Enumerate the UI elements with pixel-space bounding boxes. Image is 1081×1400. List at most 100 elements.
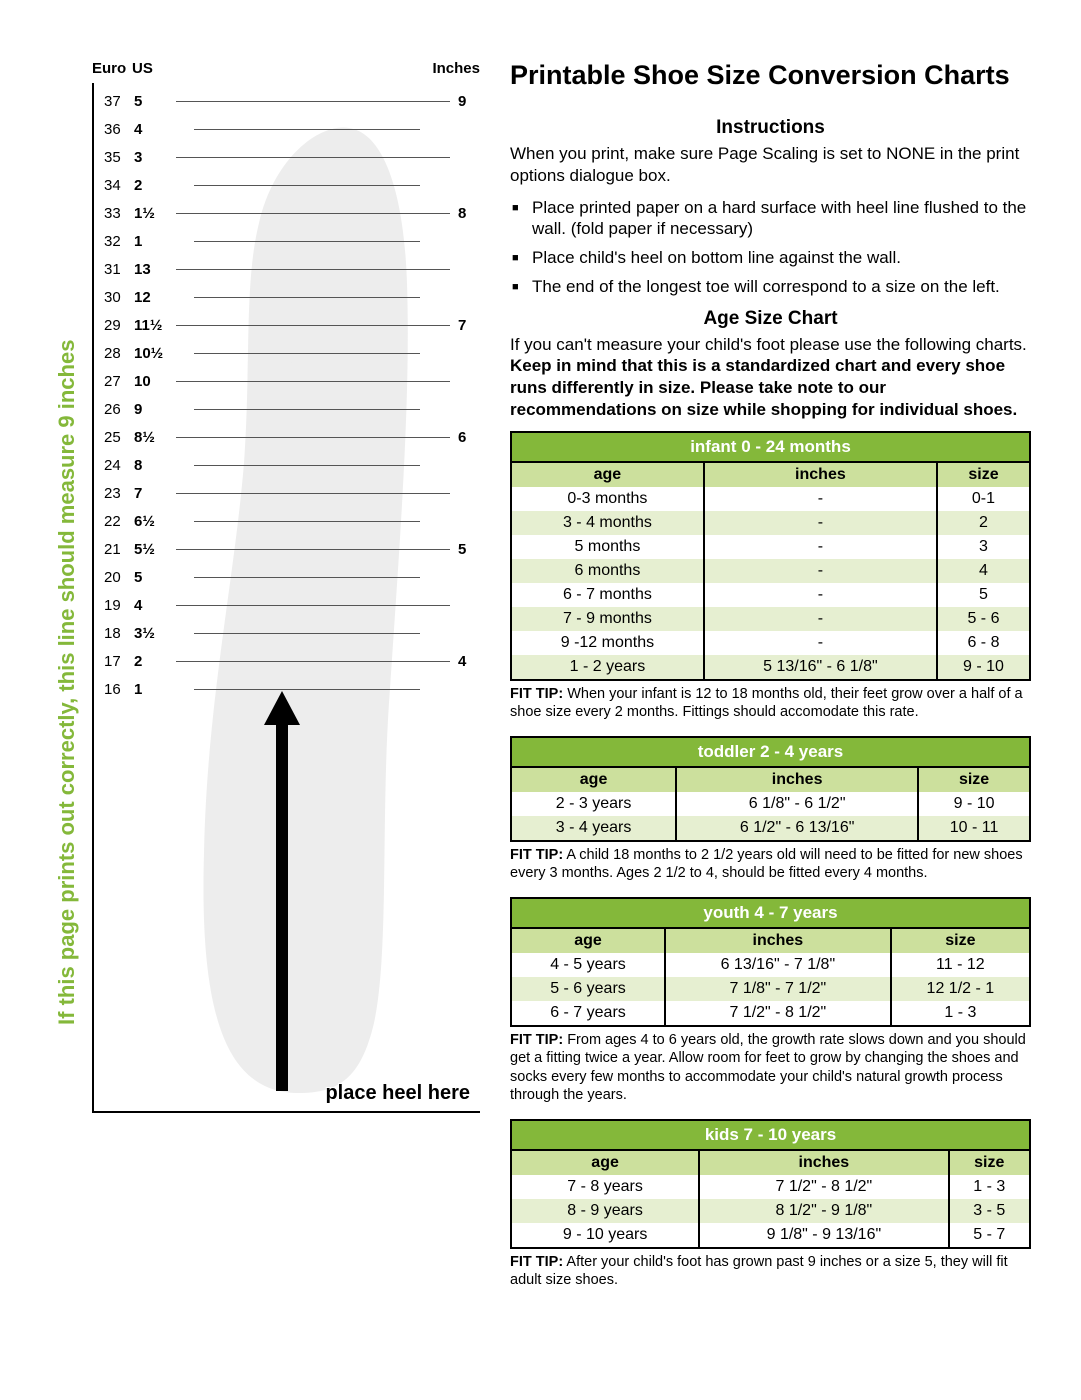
table-cell: 5 months xyxy=(511,535,704,559)
content-column: Printable Shoe Size Conversion Charts In… xyxy=(510,60,1031,1304)
us-value: 3½ xyxy=(134,625,176,642)
table-header: age xyxy=(511,928,665,953)
euro-value: 35 xyxy=(94,149,134,166)
euro-value: 36 xyxy=(94,121,134,138)
place-heel-label: place heel here xyxy=(325,1082,470,1105)
ruler-row: 364 xyxy=(94,115,480,143)
us-value: 8½ xyxy=(134,429,176,446)
table-row: 5 months-3 xyxy=(511,535,1030,559)
table-header: size xyxy=(918,767,1030,792)
ruler-row: 353 xyxy=(94,143,480,171)
table-cell: 6 13/16" - 7 1/8" xyxy=(665,953,891,977)
arrow-up-icon xyxy=(264,691,300,1091)
instruction-item: Place child's heel on bottom line agains… xyxy=(532,247,1031,269)
table-header: size xyxy=(937,462,1030,487)
euro-value: 26 xyxy=(94,401,134,418)
table-cell: - xyxy=(704,607,937,631)
table-cell: - xyxy=(704,631,937,655)
table-cell: 1 - 3 xyxy=(891,1001,1030,1026)
us-value: 5½ xyxy=(134,541,176,558)
table-cell: 7 - 8 years xyxy=(511,1175,699,1199)
table-cell: 0-3 months xyxy=(511,487,704,511)
table-cell: 7 1/2" - 8 1/2" xyxy=(699,1175,948,1199)
fit-tip: FIT TIP: When your infant is 12 to 18 mo… xyxy=(510,685,1031,722)
table-cell: 12 1/2 - 1 xyxy=(891,977,1030,1001)
table-row: 9 -12 months-6 - 8 xyxy=(511,631,1030,655)
table-cell: - xyxy=(704,535,937,559)
tick-line xyxy=(176,101,450,102)
table-cell: 2 - 3 years xyxy=(511,792,676,816)
ruler-area: Euro US Inches 3759364353342331½83213113… xyxy=(92,60,480,1304)
euro-value: 29 xyxy=(94,317,134,334)
table-cell: 9 - 10 xyxy=(918,792,1030,816)
table-header: age xyxy=(511,462,704,487)
tick-line xyxy=(194,521,420,522)
table-cell: 9 - 10 xyxy=(937,655,1030,680)
tick-line xyxy=(194,241,420,242)
size-table: kids 7 - 10 yearsageinchessize7 - 8 year… xyxy=(510,1119,1031,1249)
table-cell: 8 - 9 years xyxy=(511,1199,699,1223)
ruler-row: 226½ xyxy=(94,507,480,535)
us-value: 5 xyxy=(134,569,176,586)
tick-line xyxy=(194,185,420,186)
table-cell: 6 months xyxy=(511,559,704,583)
table-cell: - xyxy=(704,511,937,535)
us-value: 13 xyxy=(134,261,176,278)
table-row: 1 - 2 years5 13/16" - 6 1/8"9 - 10 xyxy=(511,655,1030,680)
table-cell: 3 - 5 xyxy=(949,1199,1030,1223)
age-chart-heading: Age Size Chart xyxy=(510,308,1031,330)
ruler-row: 3113 xyxy=(94,255,480,283)
table-header: inches xyxy=(676,767,918,792)
ruler-row: 248 xyxy=(94,451,480,479)
tick-line xyxy=(176,325,450,326)
us-value: 2 xyxy=(134,653,176,670)
tick-line xyxy=(176,549,450,550)
table-cell: 3 xyxy=(937,535,1030,559)
table-cell: 10 - 11 xyxy=(918,816,1030,841)
euro-value: 23 xyxy=(94,485,134,502)
ruler-row: 3012 xyxy=(94,283,480,311)
euro-value: 20 xyxy=(94,569,134,586)
table-row: 3 - 4 months-2 xyxy=(511,511,1030,535)
table-header: inches xyxy=(665,928,891,953)
euro-value: 32 xyxy=(94,233,134,250)
ruler-row: 1724 xyxy=(94,647,480,675)
table-cell: 5 xyxy=(937,583,1030,607)
ruler-column: If this page prints out correctly, this … xyxy=(50,60,480,1304)
table-header: age xyxy=(511,767,676,792)
table-cell: 5 13/16" - 6 1/8" xyxy=(704,655,937,680)
fit-tip: FIT TIP: From ages 4 to 6 years old, the… xyxy=(510,1031,1031,1105)
table-caption: youth 4 - 7 years xyxy=(510,897,1031,927)
tables-container: infant 0 - 24 monthsageinchessize0-3 mon… xyxy=(510,431,1031,1290)
us-value: 4 xyxy=(134,121,176,138)
instruction-item: Place printed paper on a hard surface wi… xyxy=(532,197,1031,241)
table-row: 6 - 7 months-5 xyxy=(511,583,1030,607)
ruler-row: 331½8 xyxy=(94,199,480,227)
table-row: 0-3 months-0-1 xyxy=(511,487,1030,511)
table-row: 5 - 6 years7 1/8" - 7 1/2"12 1/2 - 1 xyxy=(511,977,1030,1001)
ruler-row: 2911½7 xyxy=(94,311,480,339)
euro-value: 31 xyxy=(94,261,134,278)
us-value: 1½ xyxy=(134,205,176,222)
ruler-row: 342 xyxy=(94,171,480,199)
table-cell: 7 1/8" - 7 1/2" xyxy=(665,977,891,1001)
euro-value: 30 xyxy=(94,289,134,306)
us-value: 10 xyxy=(134,373,176,390)
euro-value: 28 xyxy=(94,345,134,362)
us-value: 2 xyxy=(134,177,176,194)
ruler-row: 321 xyxy=(94,227,480,255)
fit-tip: FIT TIP: After your child's foot has gro… xyxy=(510,1253,1031,1290)
ruler-row: 205 xyxy=(94,563,480,591)
table-cell: 7 - 9 months xyxy=(511,607,704,631)
tick-line xyxy=(194,409,420,410)
ruler-row: 2710 xyxy=(94,367,480,395)
table-row: 2 - 3 years6 1/8" - 6 1/2"9 - 10 xyxy=(511,792,1030,816)
table-row: 6 - 7 years7 1/2" - 8 1/2"1 - 3 xyxy=(511,1001,1030,1026)
tick-line xyxy=(194,465,420,466)
tick-line xyxy=(176,605,450,606)
tick-line xyxy=(194,577,420,578)
table-caption: infant 0 - 24 months xyxy=(510,431,1031,461)
table-row: 6 months-4 xyxy=(511,559,1030,583)
tick-line xyxy=(176,493,450,494)
us-value: 1 xyxy=(134,233,176,250)
